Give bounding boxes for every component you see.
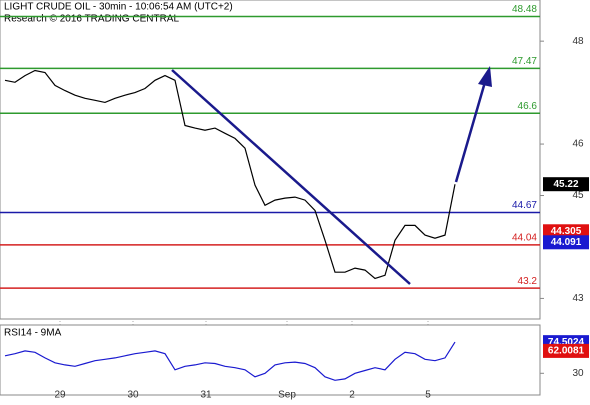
series-line (4, 341, 456, 381)
value-tag (543, 235, 589, 250)
x-tick-label: 31 (200, 390, 212, 400)
arrow-head (478, 66, 492, 87)
x-tick-label: 2 (349, 390, 355, 400)
x-tick-label: 30 (127, 390, 139, 400)
level-label: 44.67 (512, 200, 537, 211)
level-label: 47.47 (512, 56, 537, 67)
series-line (4, 69, 456, 280)
y-tick-label: 48 (572, 36, 584, 47)
value-tag-label: 44.091 (551, 237, 582, 248)
level-label: 48.48 (512, 4, 537, 15)
level-label: 44.04 (512, 233, 537, 244)
trend-line (171, 69, 411, 285)
value-tag-label: 44.305 (551, 226, 582, 237)
y-tick-label: 45 (572, 190, 584, 201)
value-tag (543, 177, 589, 192)
value-tag (543, 224, 589, 239)
y-tick-label: 30 (572, 368, 584, 379)
x-tick-label: Sep (278, 390, 296, 400)
level-label: 46.6 (518, 101, 538, 112)
y-tick-label: 43 (572, 293, 584, 304)
rsi-panel (0, 324, 541, 396)
value-tag (543, 343, 589, 358)
chart-title: LIGHT CRUDE OIL - 30min - 10:06:54 AM (U… (4, 2, 233, 13)
forecast-arrow (454, 81, 487, 183)
x-tick-label: 5 (425, 390, 431, 400)
value-tag-label: 74.5024 (548, 337, 585, 348)
level-label: 43.2 (518, 276, 538, 287)
rsi-title: RSI14 - 9MA (4, 328, 62, 339)
y-tick-label: 46 (572, 139, 584, 150)
value-tag-label: 45.22 (553, 179, 578, 190)
chart-subtitle: Research © 2016 TRADING CENTRAL (4, 14, 179, 25)
value-tag-label: 62.0081 (548, 346, 585, 357)
x-tick-label: 29 (54, 390, 66, 400)
